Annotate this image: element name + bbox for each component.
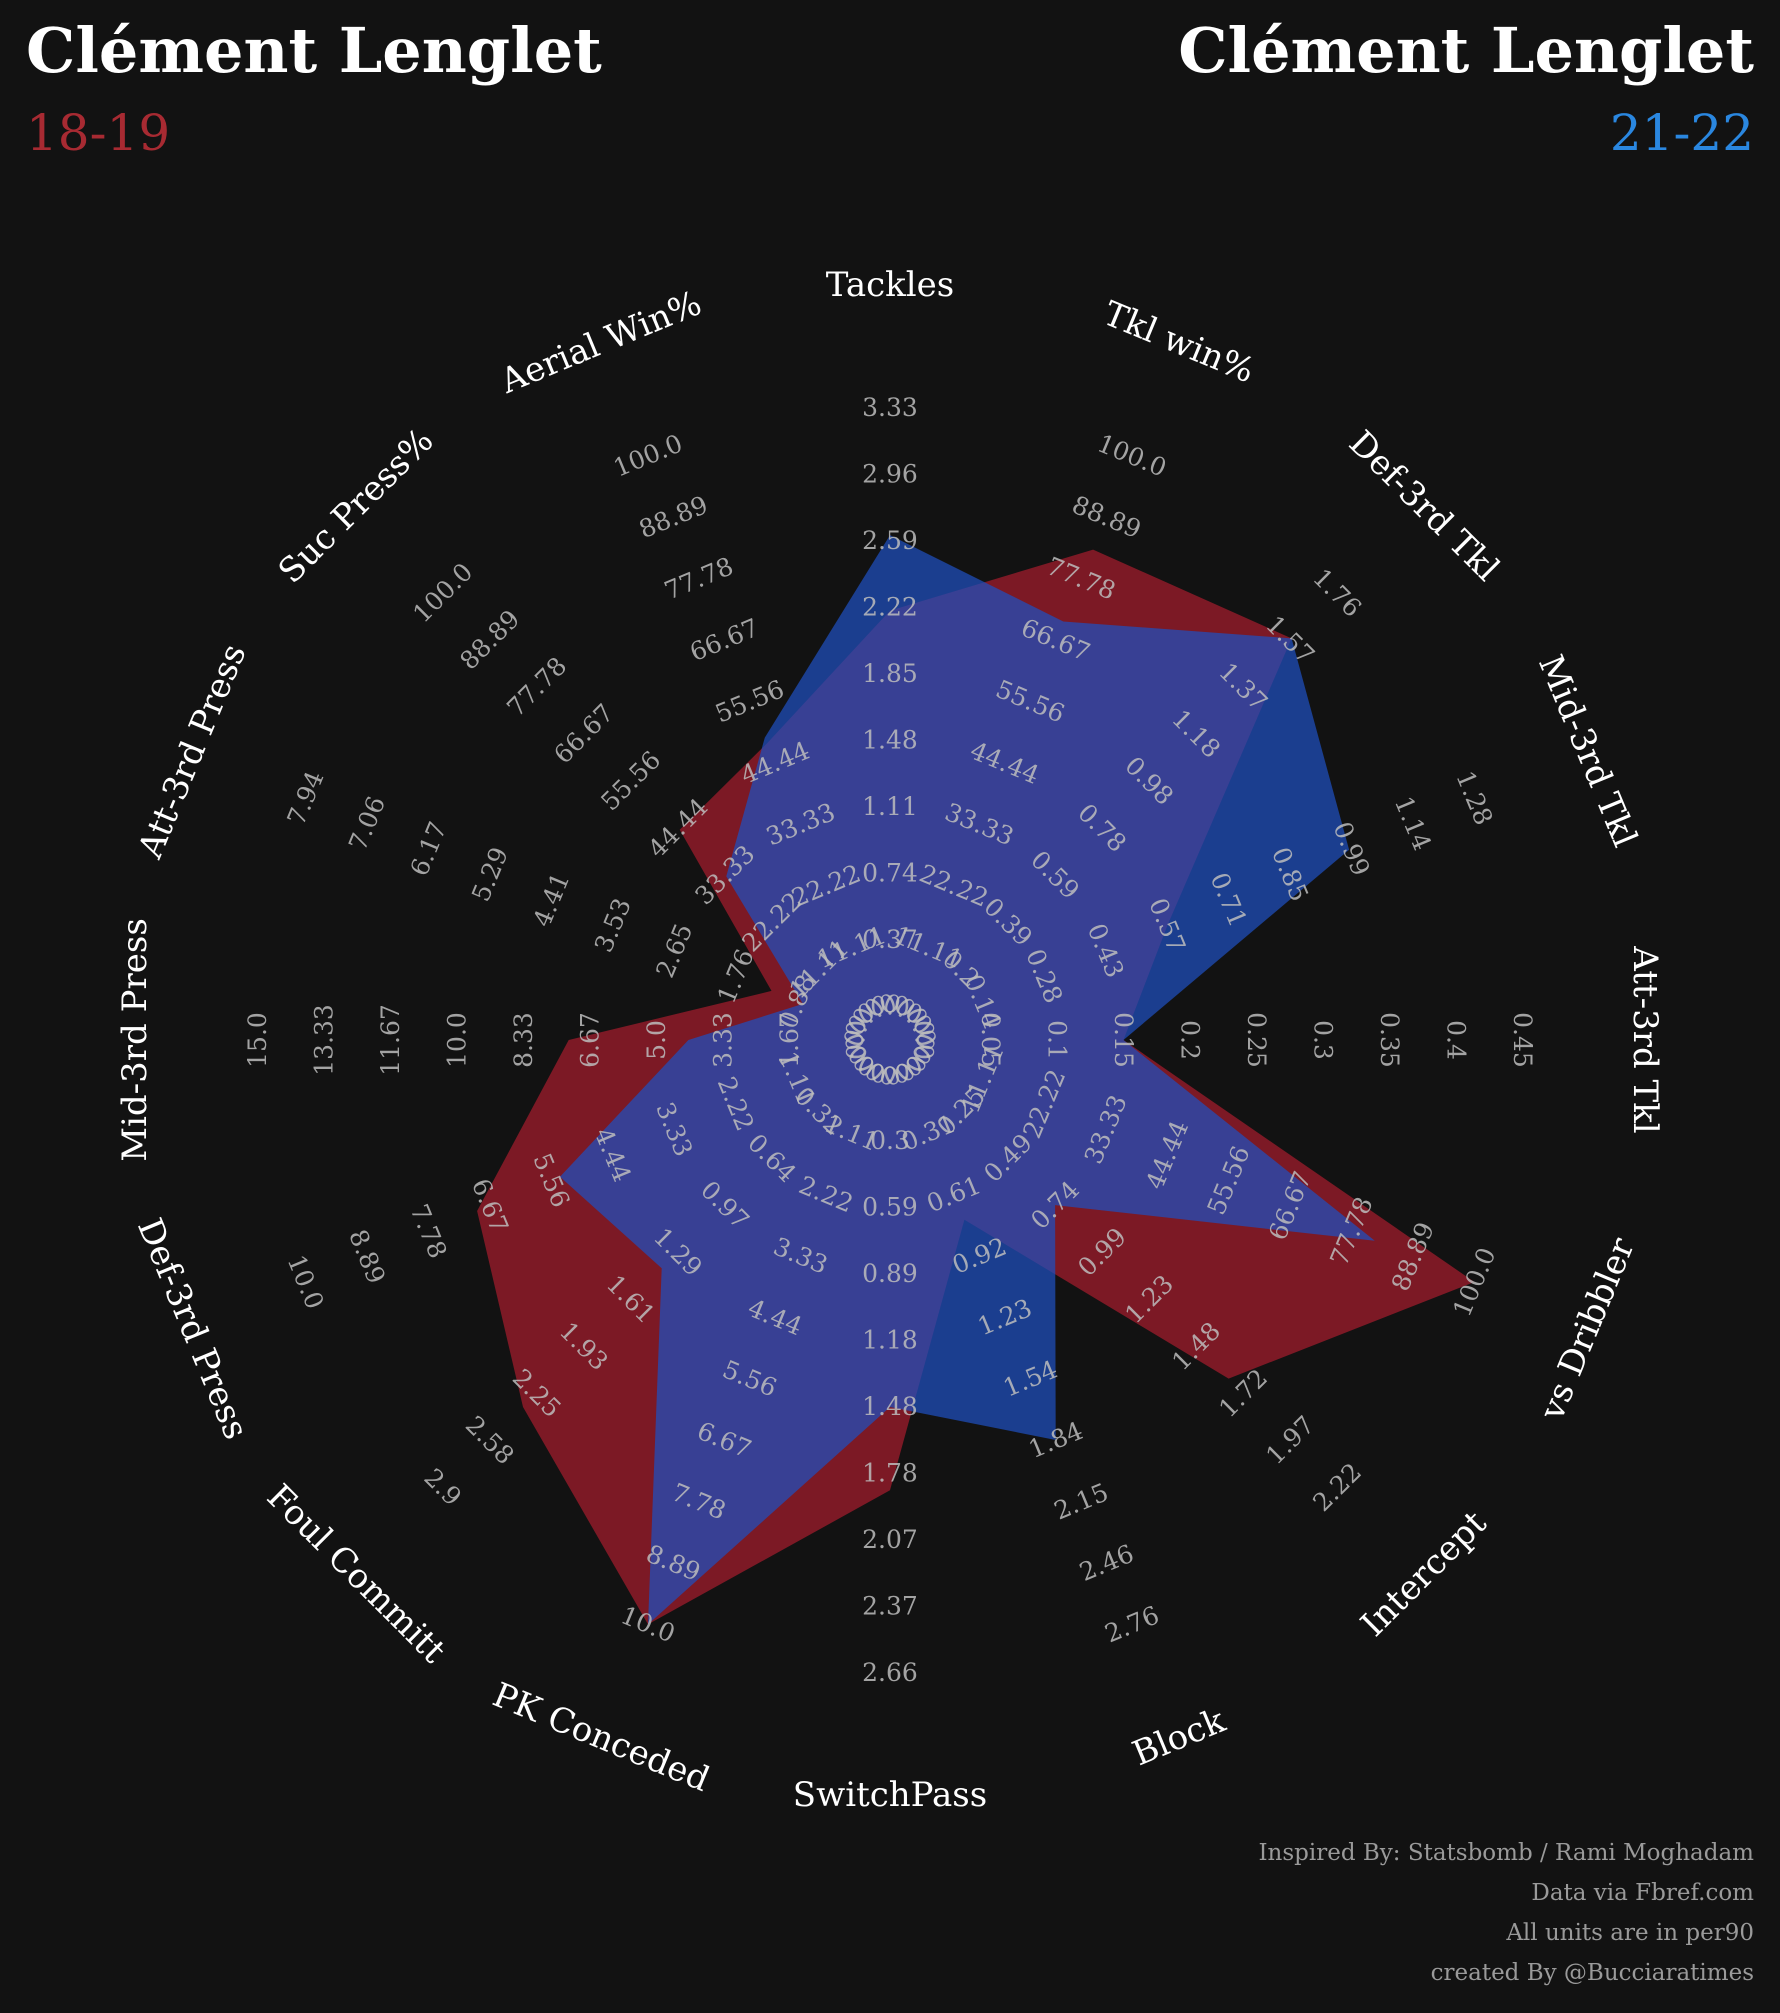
tick-label: 88.89 [454,604,525,675]
metric-label: vs Dribbler [1532,1232,1643,1427]
tick-label: 1.78 [862,1459,918,1488]
metric-label: Suc Press% [271,421,442,592]
tick-label: 2.15 [1050,1477,1113,1525]
tick-label: 0.2 [1176,1020,1205,1060]
tick-label: 0.15 [1109,1012,1138,1068]
tick-label: 1.48 [862,726,918,755]
metric-label: Mid-3rd Press [115,918,155,1162]
tick-label: 0.3 [1309,1020,1338,1060]
tick-label: 1.67 [775,1012,804,1068]
metric-label: Att-3rd Tkl [1625,945,1665,1133]
tick-label: 1.76 [1307,563,1367,623]
tick-label: 4.41 [527,868,575,931]
tick-label: 1.85 [862,659,918,688]
metric-label: Aerial Win% [494,283,707,402]
tick-label: 1.18 [862,1326,918,1355]
tick-label: 0.45 [1508,1012,1537,1068]
tick-label: 66.67 [686,613,763,667]
tick-label: 7.78 [404,1200,452,1263]
metric-label: Att-3rd Press [130,638,254,864]
tick-label: 11.67 [376,1004,405,1076]
tick-label: 0.25 [1242,1012,1271,1068]
tick-label: 1.28 [1450,767,1498,830]
tick-label: 6.17 [404,818,452,881]
tick-label: 0.35 [1375,1012,1404,1068]
tick-label: 13.33 [310,1004,339,1076]
tick-label: 1.97 [1260,1410,1320,1470]
tick-label: 2.22 [1307,1457,1367,1517]
credit-data-source: Data via Fbref.com [1531,1880,1754,1906]
metric-label: PK Conceded [487,1675,715,1800]
tick-label: 10.0 [443,1012,472,1068]
tick-label: 1.14 [1389,792,1437,855]
tick-label: 1.11 [862,792,918,821]
tick-label: 15.0 [243,1012,272,1068]
left-season-label: 18-19 [26,104,171,162]
tick-label: 0.74 [862,859,918,888]
tick-label: 0.3 [870,1126,910,1155]
tick-label: 88.89 [1068,490,1145,544]
tick-label: 88.89 [635,490,712,544]
tick-label: 3.33 [709,1012,738,1068]
metric-label: Def-3rd Tkl [1341,423,1507,589]
metric-label: SwitchPass [793,1775,987,1815]
metric-label: Intercept [1353,1503,1495,1645]
tick-label: 100.0 [609,429,686,483]
tick-label: 77.78 [660,551,737,605]
tick-label: 66.67 [548,698,619,769]
tick-label: 0.1 [1043,1020,1072,1060]
metric-label: Def-3rd Press [129,1213,256,1445]
tick-label: 2.65 [650,919,698,982]
tick-label: 0.0 [870,1060,910,1089]
tick-label: 0.89 [862,1259,918,1288]
tick-label: 3.53 [589,894,637,957]
tick-label: 3.33 [862,393,918,422]
metric-label: Tackles [826,265,954,305]
tick-label: 5.29 [466,843,514,906]
right-player-name: Clément Lenglet [1178,14,1754,87]
tick-label: 2.9 [418,1463,467,1512]
tick-label: 2.66 [862,1658,918,1687]
tick-label: 0.0 [870,992,910,1021]
tick-label: 2.96 [862,460,918,489]
tick-label: 1.48 [862,1392,918,1421]
tick-label: 2.46 [1075,1539,1138,1587]
tick-label: 5.0 [642,1020,671,1060]
tick-label: 2.07 [862,1525,918,1554]
tick-label: 2.76 [1101,1600,1164,1648]
tick-label: 0.0 [910,1020,939,1060]
tick-label: 100.0 [407,557,478,628]
metric-label: Foul Committ [259,1477,454,1672]
tick-label: 8.33 [509,1012,538,1068]
right-season-label: 21-22 [1609,104,1754,162]
credit-units: All units are in per90 [1506,1920,1754,1946]
tick-label: 55.56 [595,745,666,816]
metric-label: Tkl win% [1098,294,1260,392]
tick-label: 2.22 [862,593,918,622]
tick-label: 0.05 [976,1012,1005,1068]
tick-label: 0.59 [862,1193,918,1222]
radar-area-21-22 [560,535,1375,1625]
tick-label: 10.0 [282,1251,330,1314]
tick-label: 2.58 [460,1410,520,1470]
metric-label: Block [1127,1701,1231,1775]
tick-label: 7.94 [282,767,330,830]
tick-label: 2.59 [862,526,918,555]
tick-label: 77.78 [501,651,572,722]
tick-label: 2.37 [862,1592,918,1621]
tick-label: 6.67 [576,1012,605,1068]
tick-label: 0.0 [842,1020,871,1060]
tick-label: 7.06 [343,792,391,855]
left-player-name: Clément Lenglet [26,14,602,87]
tick-label: 0.4 [1442,1020,1471,1060]
metric-label: Mid-3rd Tkl [1530,649,1645,852]
tick-label: 8.89 [343,1225,391,1288]
tick-label: 100.0 [1093,429,1170,483]
credit-inspired: Inspired By: Statsbomb / Rami Moghadam [1258,1840,1754,1866]
tick-label: 0.37 [862,925,918,954]
credit-author: created By @Bucciaratimes [1430,1960,1754,1986]
